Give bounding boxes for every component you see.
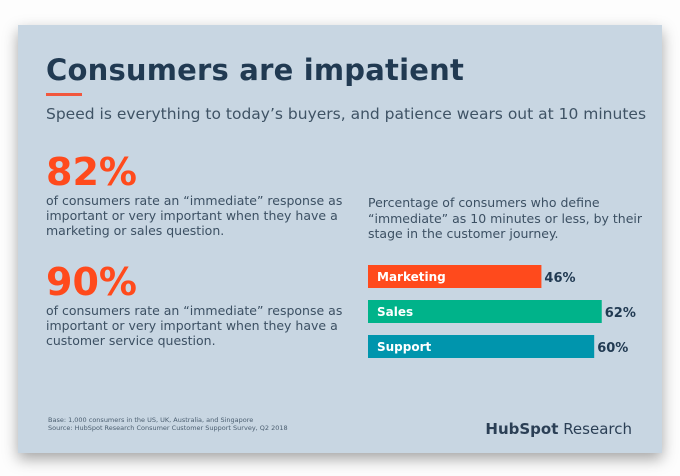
bar-label-support: Support <box>377 340 432 354</box>
chart-description: Percentage of consumers who define “imme… <box>368 195 643 241</box>
bar-support <box>368 335 595 358</box>
page-title: Consumers are impatient <box>46 53 465 87</box>
logo-suffix: Research <box>563 420 632 438</box>
bar-sales <box>368 300 602 323</box>
bar-value-sales: 62% <box>605 306 636 321</box>
footer-source: Source: HubSpot Research Consumer Custom… <box>48 424 288 432</box>
stat-text-2: of consumers rate an “immediate” respons… <box>46 303 343 348</box>
hubspot-research-logo: HubSpot Research <box>485 420 632 438</box>
stat-value-1: 82% <box>46 150 137 194</box>
slide: Consumers are impatient Speed is everyth… <box>18 25 662 453</box>
stat-text-1: of consumers rate an “immediate” respons… <box>46 193 343 238</box>
footer: Base: 1,000 consumers in the US, UK, Aus… <box>48 416 288 432</box>
bar-value-support: 60% <box>597 341 628 356</box>
subtitle: Speed is everything to today’s buyers, a… <box>46 105 647 123</box>
title-underline <box>46 93 82 96</box>
bar-value-marketing: 46% <box>544 271 575 286</box>
footer-base: Base: 1,000 consumers in the US, UK, Aus… <box>48 416 254 424</box>
logo-brand: HubSpot <box>485 420 559 438</box>
bar-chart: Marketing 46% Sales 62% Support 60% <box>368 265 636 358</box>
bar-label-marketing: Marketing <box>377 270 446 284</box>
bar-label-sales: Sales <box>377 305 413 319</box>
bar-marketing <box>368 265 542 288</box>
stat-value-2: 90% <box>46 260 137 304</box>
